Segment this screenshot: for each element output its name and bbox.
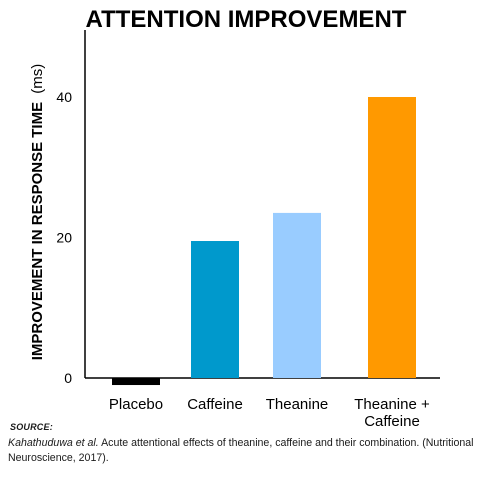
y-axis-unit: (ms) bbox=[29, 64, 46, 94]
chart-title: ATTENTION IMPROVEMENT bbox=[86, 6, 407, 33]
x-tick-label: Theanine bbox=[266, 396, 329, 413]
bar-placebo bbox=[112, 378, 160, 386]
bar-theanine bbox=[273, 212, 321, 378]
source-label: SOURCE: bbox=[10, 422, 53, 432]
source-citation: Kahathuduwa et al. Acute attentional eff… bbox=[8, 436, 476, 466]
svg-text:IMPROVEMENT IN RESPONSE TIME: IMPROVEMENT IN RESPONSE TIME (ms) bbox=[29, 64, 46, 361]
bar-theanine-caffeine bbox=[368, 97, 416, 378]
source-text: Acute attentional effects of theanine, c… bbox=[8, 437, 474, 464]
y-axis-label: IMPROVEMENT IN RESPONSE TIME bbox=[29, 102, 46, 360]
source-authors: Kahathuduwa et al. bbox=[8, 437, 99, 449]
source-note: SOURCE: Kahathuduwa et al. Acute attenti… bbox=[8, 422, 476, 466]
y-tick-label: 40 bbox=[56, 89, 72, 105]
y-tick-labels: 0 20 40 bbox=[56, 89, 72, 386]
x-tick-label: Placebo bbox=[109, 396, 163, 413]
bar-caffeine bbox=[191, 241, 239, 378]
x-tick-label: Caffeine bbox=[187, 396, 243, 413]
y-tick-label: 20 bbox=[56, 230, 72, 246]
x-tick-labels: Placebo Caffeine Theanine Theanine + Caffein… bbox=[109, 396, 430, 430]
x-tick-label: Theanine + Caffeine bbox=[354, 396, 430, 430]
bars bbox=[112, 97, 416, 386]
y-tick-label: 0 bbox=[64, 370, 72, 386]
y-axis-title: IMPROVEMENT IN RESPONSE TIME (ms) bbox=[29, 64, 46, 361]
